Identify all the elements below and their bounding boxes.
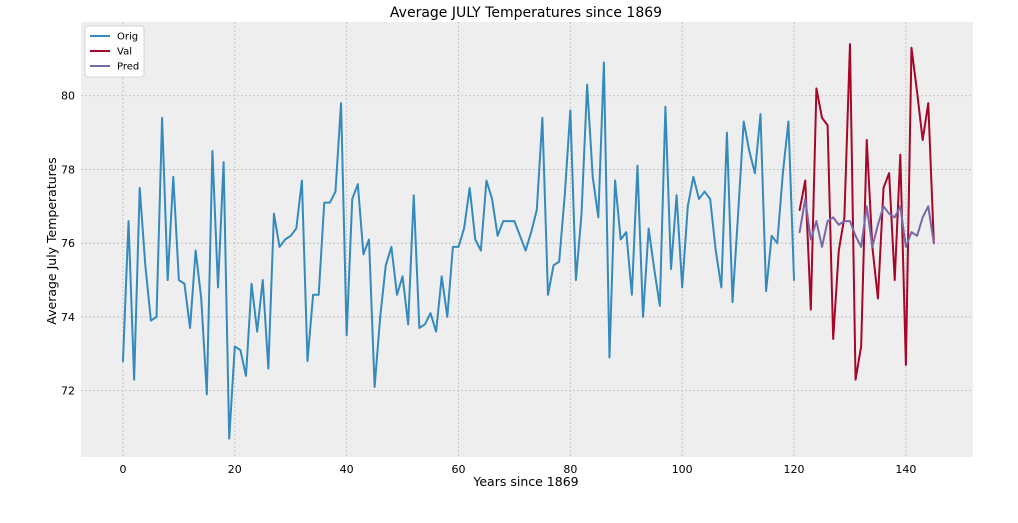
x-tick-label: 120 [784, 463, 805, 476]
series-line-val [798, 43, 935, 381]
y-tick-label: 72 [61, 385, 75, 398]
legend: Orig Val Pred [84, 25, 145, 78]
y-axis-title: Average July Temperatures [44, 157, 59, 324]
y-tick-label: 80 [61, 90, 75, 103]
x-tick-label: 140 [895, 463, 916, 476]
y-tick-label: 76 [61, 237, 75, 250]
series-line-orig [121, 61, 796, 440]
axis-ticks: 0 20 40 60 80 100 120 140 72 74 76 78 80 [61, 90, 916, 476]
x-tick-label: 80 [563, 463, 577, 476]
x-axis-title: Years since 1869 [472, 474, 578, 489]
legend-label-pred: Pred [117, 62, 139, 73]
x-tick-label: 0 [119, 463, 126, 476]
series-line-pred [798, 197, 935, 248]
x-tick-label: 40 [340, 463, 354, 476]
plot-area [81, 22, 973, 457]
grid-lines [81, 22, 973, 457]
x-tick-label: 60 [451, 463, 465, 476]
series-layer [121, 43, 935, 440]
x-tick-label: 20 [228, 463, 242, 476]
legend-label-val: Val [117, 47, 132, 58]
y-tick-label: 78 [61, 163, 75, 176]
chart-title: Average JULY Temperatures since 1869 [390, 5, 662, 21]
y-tick-label: 74 [61, 311, 75, 324]
legend-box [84, 25, 145, 78]
x-tick-label: 100 [672, 463, 693, 476]
legend-label-orig: Orig [117, 32, 138, 43]
